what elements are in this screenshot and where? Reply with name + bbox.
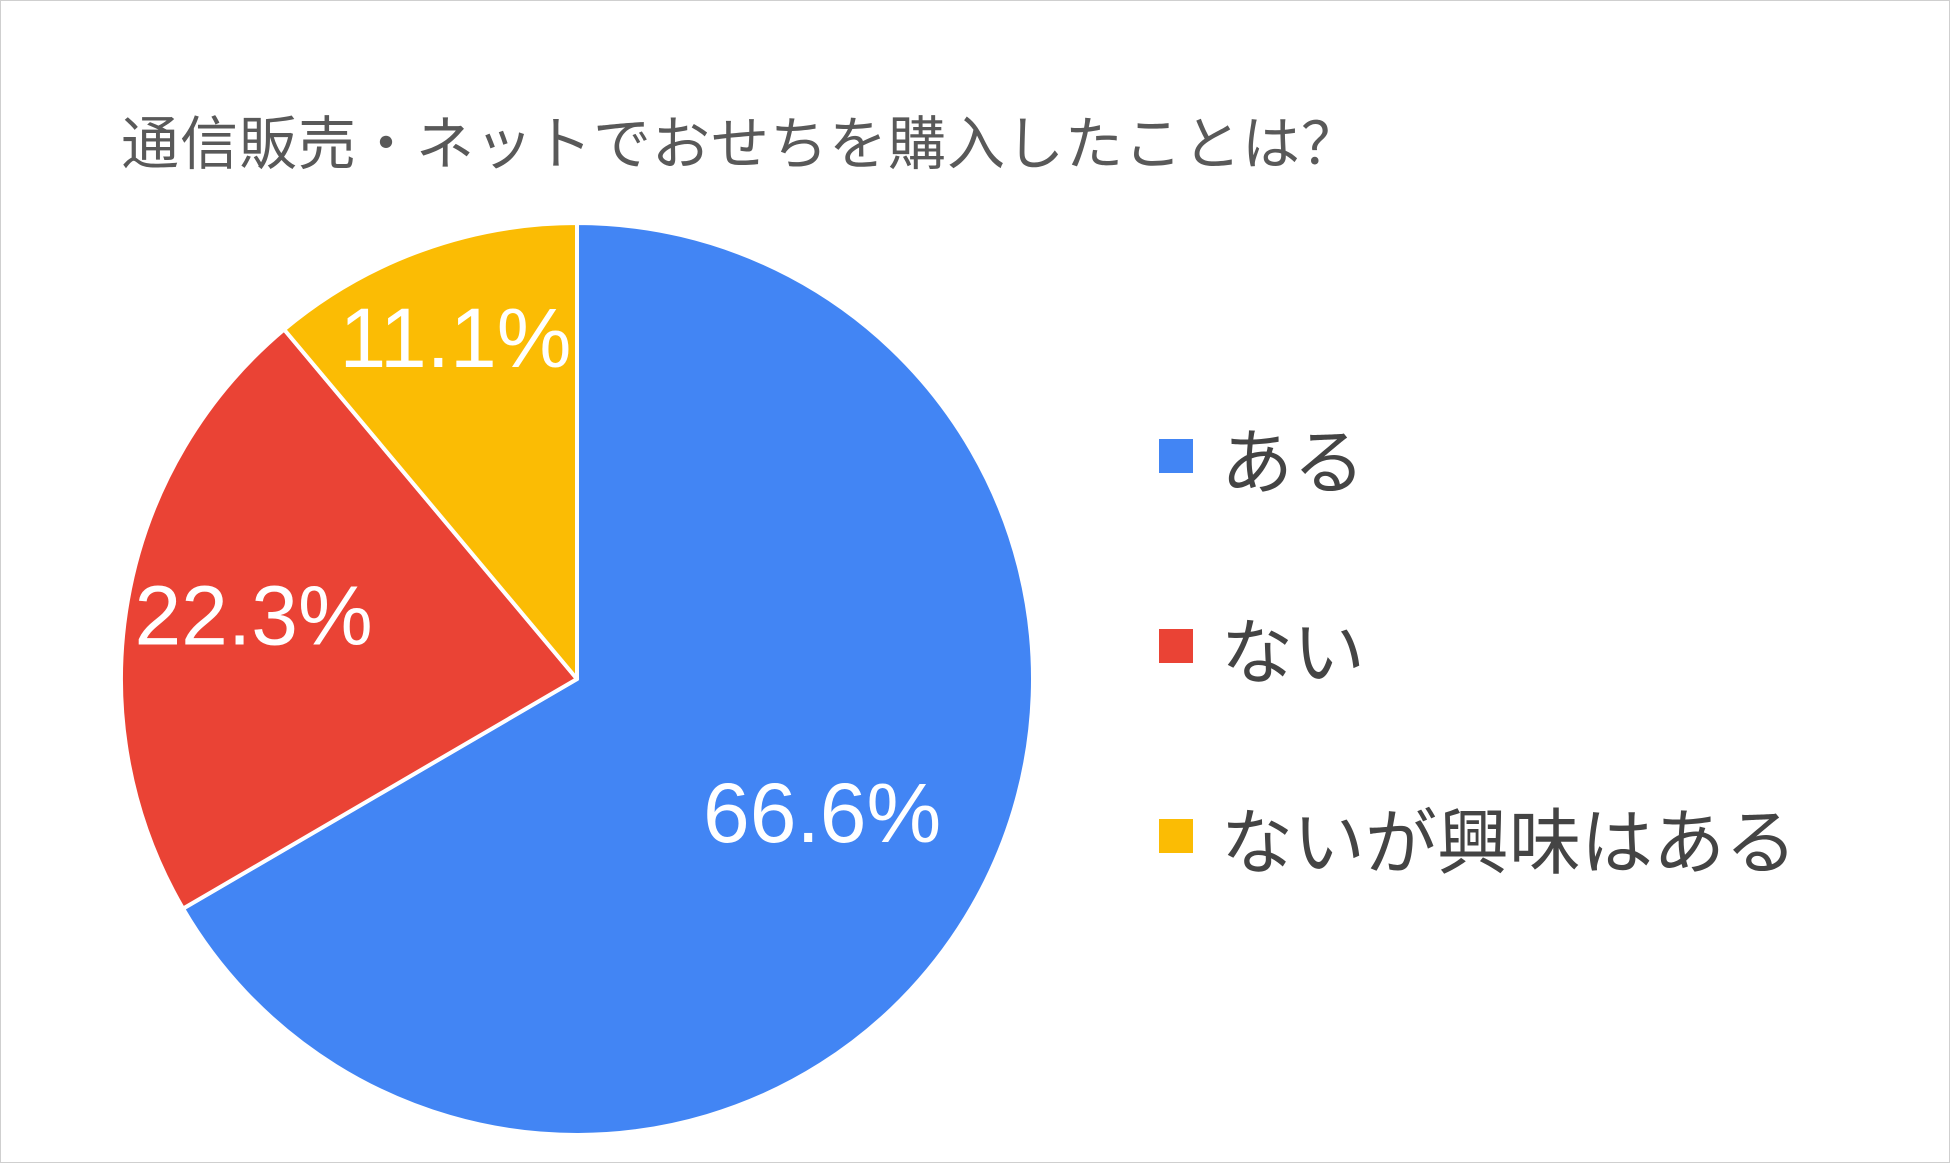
- slice-aru: [181, 221, 1035, 1137]
- legend: ある ない ないが興味はある: [1159, 406, 1797, 976]
- legend-item-nai: ない: [1159, 596, 1797, 696]
- slice-label-nai: 22.3%: [134, 569, 372, 663]
- slice-label-interested: 11.1%: [339, 291, 571, 385]
- legend-swatch-interested: [1159, 819, 1193, 853]
- slice-interested: [282, 221, 579, 681]
- legend-label-nai: ない: [1221, 610, 1366, 695]
- pie-labels: 66.6% 22.3% 11.1%: [134, 291, 941, 860]
- chart-title: 通信販売・ネットでおせちを購入したことは？: [121, 110, 1361, 178]
- legend-label-interested: ないが興味はある: [1221, 800, 1798, 885]
- legend-item-interested: ないが興味はある: [1159, 786, 1797, 886]
- legend-label-aru: ある: [1221, 420, 1366, 505]
- slice-nai: [119, 327, 579, 911]
- slice-label-aru: 66.6%: [703, 766, 941, 860]
- legend-swatch-aru: [1159, 439, 1193, 473]
- legend-swatch-nai: [1159, 629, 1193, 663]
- legend-item-aru: ある: [1159, 406, 1797, 506]
- pie-slices: [119, 221, 1035, 1137]
